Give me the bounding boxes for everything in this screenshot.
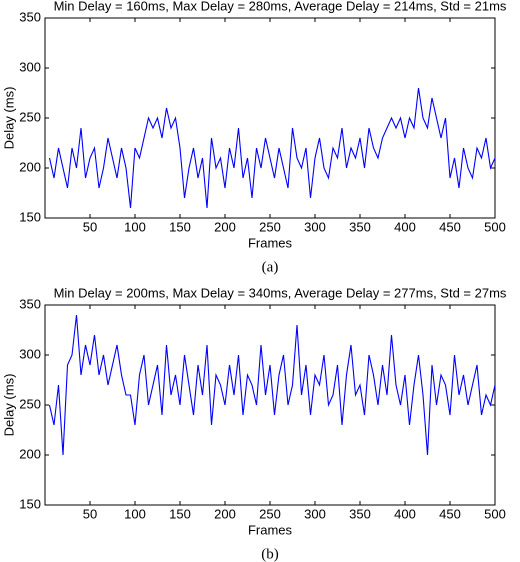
x-tick-label: 50 <box>83 219 97 234</box>
x-axis-label: Frames <box>248 522 293 537</box>
x-tick-label: 150 <box>169 219 191 234</box>
caption: (a) <box>262 259 279 275</box>
x-tick-label: 450 <box>439 219 461 234</box>
y-tick-label: 350 <box>19 9 41 24</box>
x-tick-label: 200 <box>214 219 236 234</box>
x-axis-label: Frames <box>248 235 293 250</box>
x-tick-label: 350 <box>349 506 371 521</box>
y-axis-label: Delay (ms) <box>1 374 16 437</box>
x-tick-label: 250 <box>259 219 281 234</box>
y-tick-label: 300 <box>19 59 41 74</box>
x-tick-label: 350 <box>349 219 371 234</box>
y-tick-label: 200 <box>19 159 41 174</box>
y-tick-label: 150 <box>19 496 41 511</box>
x-tick-label: 500 <box>484 219 506 234</box>
x-tick-label: 100 <box>124 219 146 234</box>
y-tick-label: 250 <box>19 109 41 124</box>
x-tick-label: 450 <box>439 506 461 521</box>
x-tick-label: 400 <box>394 506 416 521</box>
x-tick-label: 200 <box>214 506 236 521</box>
y-tick-label: 150 <box>19 209 41 224</box>
chart-title: Min Delay = 160ms, Max Delay = 280ms, Av… <box>54 0 507 13</box>
x-tick-label: 150 <box>169 506 191 521</box>
y-axis-label: Delay (ms) <box>1 87 16 150</box>
chart-title: Min Delay = 200ms, Max Delay = 340ms, Av… <box>54 285 507 300</box>
caption: (b) <box>261 546 279 562</box>
plot-frame <box>44 304 496 506</box>
x-tick-label: 50 <box>83 506 97 521</box>
y-tick-label: 300 <box>19 346 41 361</box>
x-tick-label: 300 <box>304 506 326 521</box>
x-tick-label: 500 <box>484 506 506 521</box>
x-tick-label: 100 <box>124 506 146 521</box>
data-line <box>48 87 496 209</box>
plot-frame <box>44 17 496 219</box>
x-tick-label: 250 <box>259 506 281 521</box>
y-tick-label: 200 <box>19 446 41 461</box>
y-tick-label: 250 <box>19 396 41 411</box>
x-tick-label: 300 <box>304 219 326 234</box>
data-line <box>48 314 496 456</box>
y-tick-label: 350 <box>19 296 41 311</box>
x-tick-label: 400 <box>394 219 416 234</box>
